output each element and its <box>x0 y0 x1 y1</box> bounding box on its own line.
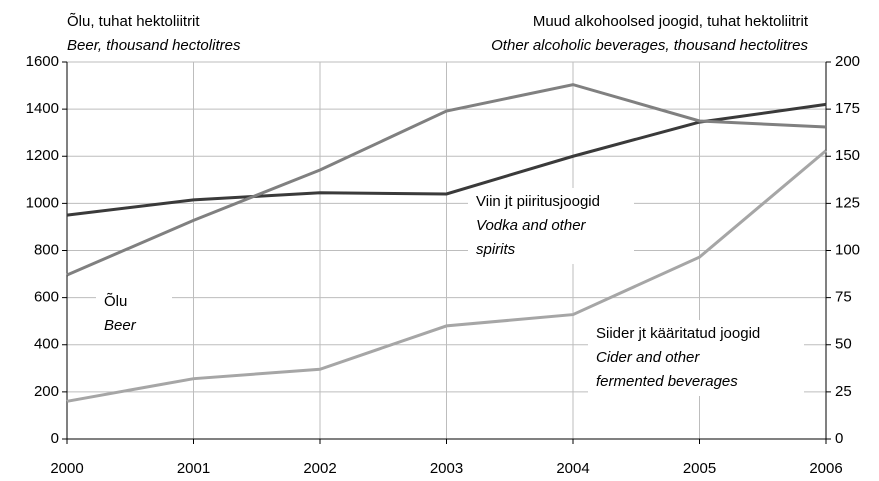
series-label: spirits <box>476 241 516 258</box>
y-tick-label: 1000 <box>26 194 59 211</box>
y-axis-title: Beer, thousand hectolitres <box>67 37 241 54</box>
series-label: Õlu <box>104 293 127 310</box>
y-tick-label: 0 <box>51 430 59 447</box>
y-tick-label: 800 <box>34 241 59 258</box>
y-tick-label: 1400 <box>26 100 59 117</box>
y2-tick-label: 100 <box>835 241 860 258</box>
y2-axis-title: Muud alkohoolsed joogid, tuhat hektoliit… <box>533 13 809 30</box>
y2-tick-label: 175 <box>835 100 860 117</box>
y-tick-label: 1600 <box>26 53 59 70</box>
y2-axis-title: Other alcoholic beverages, thousand hect… <box>491 37 808 54</box>
series-label: Viin jt piiritusjoogid <box>476 193 600 210</box>
y2-tick-label: 125 <box>835 194 860 211</box>
y2-tick-label: 50 <box>835 336 852 353</box>
y2-tick-label: 200 <box>835 53 860 70</box>
series-label: fermented beverages <box>596 373 738 390</box>
x-tick-label: 2000 <box>50 460 83 477</box>
series-label: Beer <box>104 317 137 334</box>
label-bg <box>468 188 634 264</box>
y2-tick-label: 0 <box>835 430 843 447</box>
y2-tick-label: 25 <box>835 383 852 400</box>
x-tick-label: 2002 <box>303 460 336 477</box>
y-tick-label: 600 <box>34 289 59 306</box>
x-tick-label: 2004 <box>556 460 589 477</box>
label-bg <box>588 320 804 396</box>
y-tick-label: 400 <box>34 336 59 353</box>
series-label: Siider jt kääritatud joogid <box>596 325 760 342</box>
x-tick-label: 2001 <box>177 460 210 477</box>
label-bg <box>96 288 172 340</box>
y2-tick-label: 150 <box>835 147 860 164</box>
y-tick-label: 1200 <box>26 147 59 164</box>
series-label: Vodka and other <box>476 217 587 234</box>
y2-tick-label: 75 <box>835 289 852 306</box>
y-axis-title: Õlu, tuhat hektoliitrit <box>67 13 200 30</box>
x-tick-label: 2005 <box>683 460 716 477</box>
series-line <box>66 83 827 277</box>
series-line <box>66 149 827 403</box>
x-tick-label: 2003 <box>430 460 463 477</box>
y-tick-label: 200 <box>34 383 59 400</box>
x-tick-label: 2006 <box>809 460 842 477</box>
series-label: Cider and other <box>596 349 700 366</box>
